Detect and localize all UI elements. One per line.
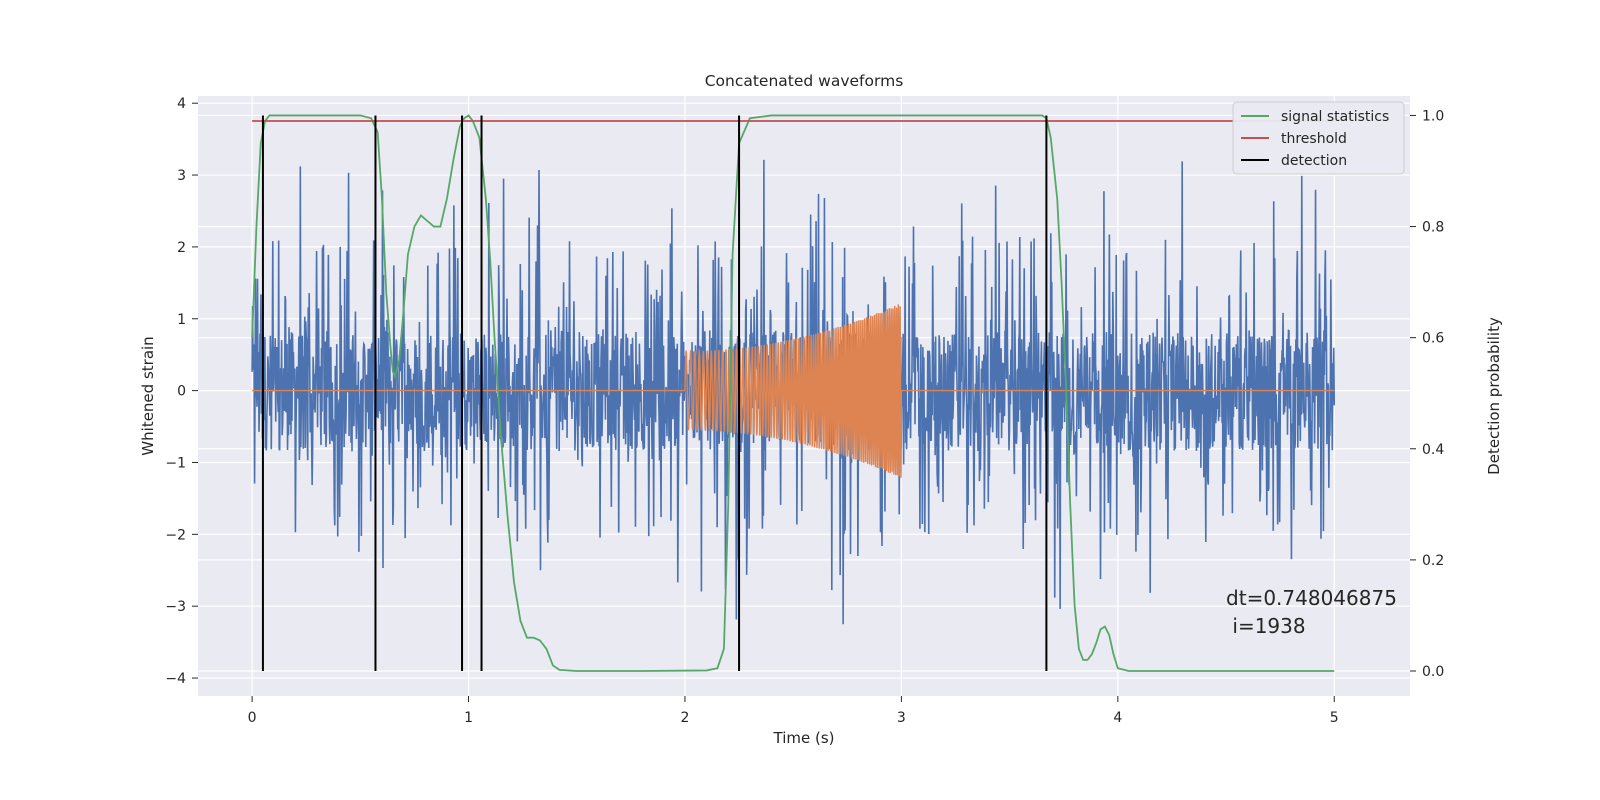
legend-label: threshold [1281,131,1347,147]
y-right-tick-label: 1.0 [1422,108,1444,124]
y-tick-label: −2 [165,527,186,543]
x-tick-label: 3 [897,710,906,726]
y-axis-right-label: Detection probability [1485,317,1503,475]
legend-label: detection [1281,153,1347,169]
y-tick-label: −3 [165,599,186,615]
x-tick-label: 1 [464,710,473,726]
y-right-tick-label: 0.6 [1422,331,1444,347]
x-tick-label: 5 [1330,710,1339,726]
chart-marks [251,114,1336,672]
annotation-line-i: i=1938 [1226,614,1306,638]
y-tick-label: 2 [177,240,186,256]
y-right-tick-label: 0.4 [1422,442,1444,458]
signal-statistics-line [251,114,1335,672]
annotation: dt=0.748046875 i=1938 [1226,586,1397,638]
legend-box [1232,101,1405,175]
y-tick-label: 4 [177,96,186,112]
y-tick-label: 1 [177,312,186,328]
axes: 0 1 2 3 4 5 −4 −3 −2 −1 0 1 2 3 4 0.0 0.2 0.4 0.6 0.8 1.0 [165,96,1444,726]
y-axis-label: Whitened strain [139,336,157,455]
annotation-line-dt: dt=0.748046875 [1226,586,1397,610]
y-tick-label: 3 [177,168,186,184]
chart-title: Concatenated waveforms [705,72,904,90]
y-tick-label: −4 [165,671,186,687]
x-tick-label: 4 [1113,710,1122,726]
legend: signal statistics threshold detection [1232,101,1405,175]
x-tick-label: 0 [248,710,257,726]
legend-label: signal statistics [1281,109,1389,125]
injection-series-line [252,304,1335,478]
y-right-tick-label: 0.8 [1422,220,1444,236]
y-tick-label: 0 [177,384,186,400]
x-axis-label: Time (s) [773,729,835,747]
y-right-tick-label: 0.2 [1422,553,1444,569]
y-right-tick-label: 0.0 [1422,664,1444,680]
x-tick-label: 2 [681,710,690,726]
y-tick-label: −1 [165,455,186,471]
